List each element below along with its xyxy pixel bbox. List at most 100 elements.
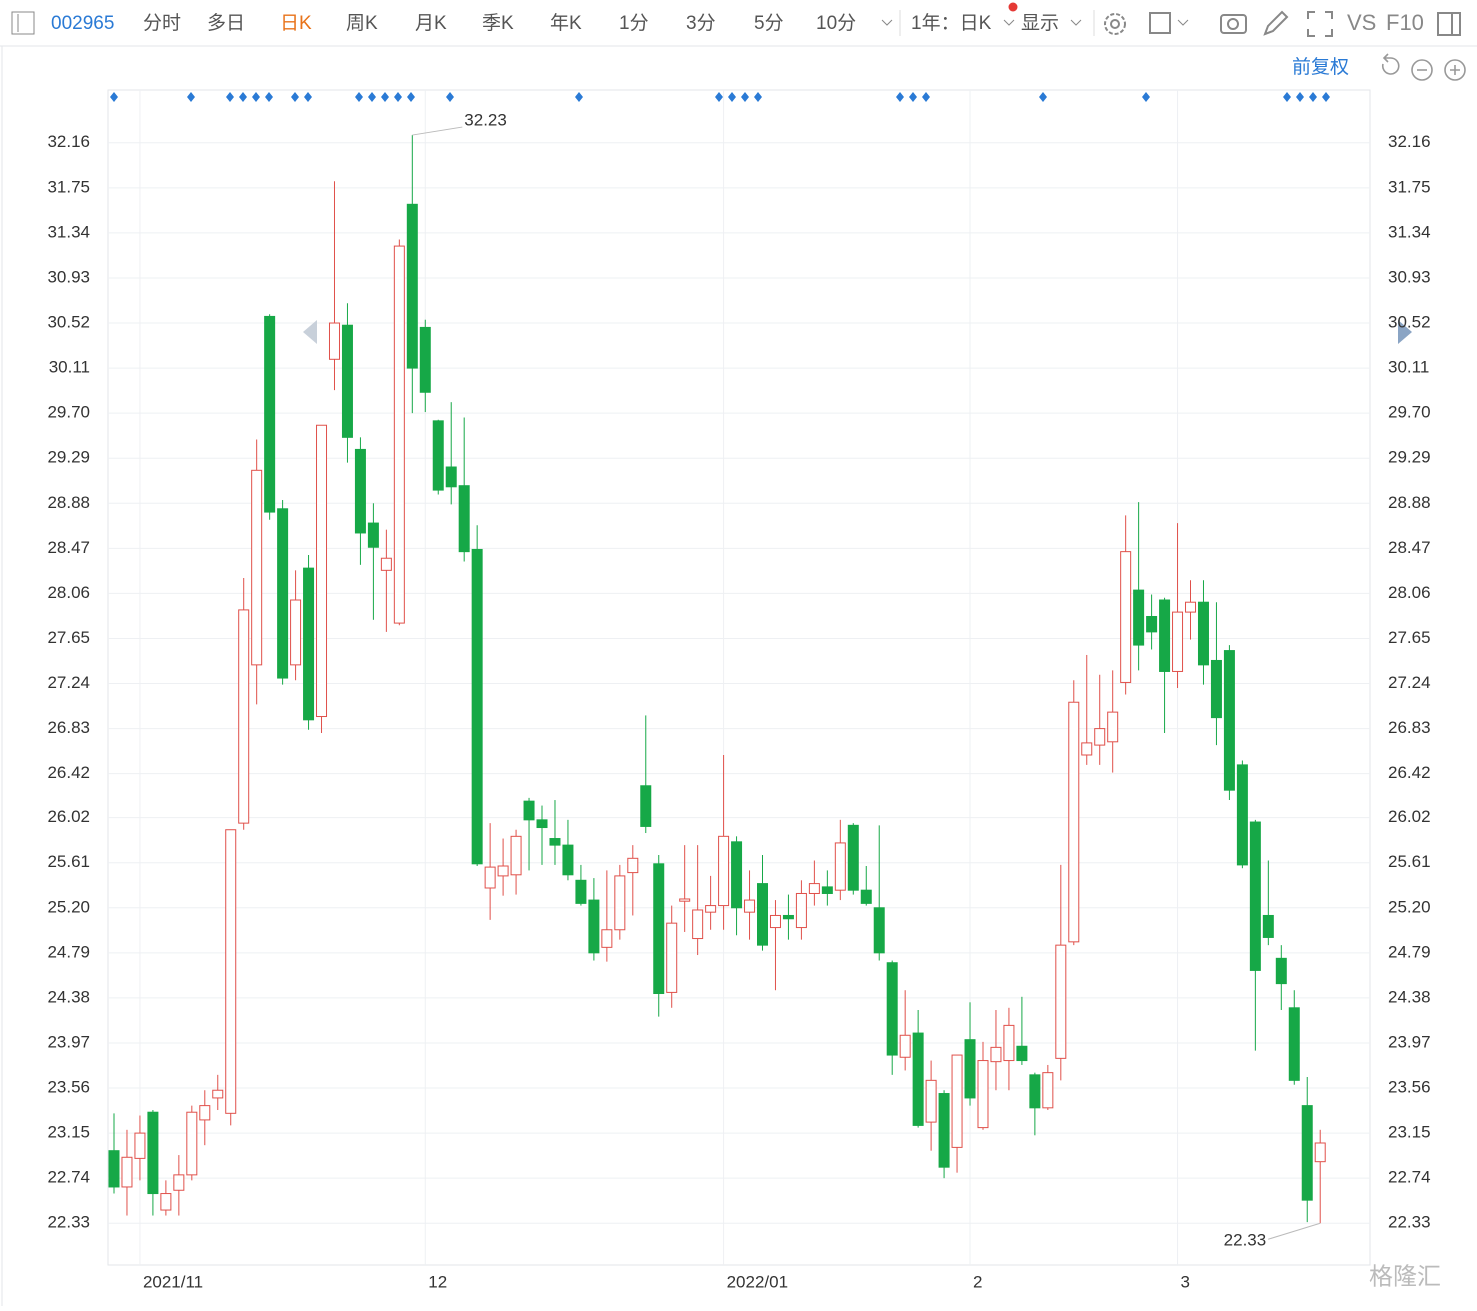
- candle-body: [406, 203, 418, 369]
- candle-body: [899, 1034, 911, 1058]
- tab[interactable]: 日K: [280, 13, 312, 34]
- tab[interactable]: 10分: [816, 12, 856, 34]
- candle-body: [873, 907, 885, 954]
- event-marker[interactable]: [575, 92, 583, 102]
- fullscreen-icon[interactable]: [1307, 11, 1333, 37]
- zoom-in[interactable]: [1444, 59, 1466, 81]
- adjust-mode[interactable]: 前复权: [1292, 56, 1349, 78]
- event-marker[interactable]: [896, 92, 904, 102]
- candle-body: [1003, 1024, 1015, 1062]
- x-tick-label: 2021/11: [143, 1272, 203, 1291]
- camera-icon[interactable]: [1220, 14, 1247, 34]
- y-tick-label: 24.38: [47, 987, 90, 1006]
- candle-body: [1042, 1072, 1054, 1109]
- stock-code[interactable]: 002965: [51, 13, 114, 34]
- event-marker[interactable]: [1322, 92, 1330, 102]
- event-marker[interactable]: [265, 92, 273, 102]
- tab[interactable]: 周K: [346, 13, 378, 34]
- event-marker[interactable]: [394, 92, 402, 102]
- undo-icon[interactable]: [1381, 53, 1400, 75]
- event-marker[interactable]: [728, 92, 736, 102]
- sidebar-toggle[interactable]: [11, 11, 35, 35]
- y-tick-label-right: 29.70: [1388, 403, 1431, 422]
- tab[interactable]: 多日: [207, 12, 245, 34]
- candle-body: [1197, 601, 1209, 666]
- event-marker[interactable]: [1309, 92, 1317, 102]
- tab[interactable]: 季K: [482, 12, 514, 34]
- y-tick-label-right: 22.33: [1388, 1213, 1431, 1232]
- y-tick-label-right: 28.47: [1388, 538, 1431, 557]
- event-marker[interactable]: [1283, 92, 1291, 102]
- scroll-right[interactable]: [1398, 320, 1412, 344]
- candle-body: [640, 785, 652, 827]
- tab[interactable]: 1分: [619, 12, 649, 34]
- y-tick-label-right: 22.74: [1388, 1168, 1431, 1187]
- tab[interactable]: 年K: [550, 12, 582, 34]
- tab[interactable]: 3分: [686, 12, 716, 34]
- watermark: 格隆汇: [1369, 1263, 1441, 1290]
- candle-body: [912, 1032, 924, 1126]
- tab[interactable]: 5分: [754, 12, 784, 34]
- event-marker[interactable]: [226, 92, 234, 102]
- candle-body: [484, 866, 496, 889]
- candles: [108, 135, 1326, 1224]
- candle-body: [121, 1156, 133, 1188]
- event-marker[interactable]: [715, 92, 723, 102]
- candle-body: [1120, 551, 1132, 683]
- y-tick-label-right: 28.88: [1388, 493, 1431, 512]
- plot-frame: [107, 89, 1371, 1266]
- candle-body: [367, 522, 379, 548]
- event-marker[interactable]: [252, 92, 260, 102]
- event-marker[interactable]: [239, 92, 247, 102]
- tab[interactable]: 月K: [415, 13, 447, 34]
- event-marker[interactable]: [1296, 92, 1304, 102]
- settings-icon[interactable]: [1104, 13, 1126, 35]
- layout-icon[interactable]: [1149, 12, 1171, 34]
- candle-body: [251, 469, 263, 666]
- candle-body: [1275, 957, 1287, 985]
- event-marker[interactable]: [187, 92, 195, 102]
- toolbar: [0, 0, 1477, 46]
- candle-body: [1068, 701, 1080, 943]
- event-marker[interactable]: [1142, 92, 1150, 102]
- x-tick-label: 12: [428, 1272, 447, 1291]
- y-tick-label: 28.88: [47, 493, 90, 512]
- event-marker[interactable]: [741, 92, 749, 102]
- event-marker[interactable]: [407, 92, 415, 102]
- event-marker[interactable]: [1039, 92, 1047, 102]
- y-tick-label-right: 27.65: [1388, 628, 1431, 647]
- event-marker[interactable]: [909, 92, 917, 102]
- candle-body: [238, 609, 250, 824]
- event-marker[interactable]: [446, 92, 454, 102]
- event-marker[interactable]: [304, 92, 312, 102]
- y-tick-label-right: 26.02: [1388, 807, 1431, 826]
- event-marker[interactable]: [381, 92, 389, 102]
- candle-body: [614, 875, 626, 931]
- event-marker[interactable]: [291, 92, 299, 102]
- vs-button[interactable]: VS: [1347, 10, 1376, 35]
- event-marker[interactable]: [754, 92, 762, 102]
- draw-icon[interactable]: [1263, 10, 1289, 36]
- candle-body: [419, 326, 431, 393]
- candle-body: [316, 424, 328, 718]
- y-tick-label-right: 23.15: [1388, 1123, 1431, 1142]
- scroll-left[interactable]: [303, 320, 317, 344]
- y-tick-label-right: 32.16: [1388, 132, 1431, 151]
- candle-body: [1159, 599, 1171, 672]
- event-marker[interactable]: [355, 92, 363, 102]
- f10-button[interactable]: F10: [1386, 10, 1424, 35]
- display-select[interactable]: 显示: [1021, 13, 1059, 34]
- candle-body: [1146, 615, 1158, 633]
- event-marker[interactable]: [922, 92, 930, 102]
- event-marker[interactable]: [110, 92, 118, 102]
- y-tick-label-right: 26.83: [1388, 718, 1431, 737]
- y-tick-label-right: 28.06: [1388, 583, 1431, 602]
- candle-body: [834, 842, 846, 891]
- zoom-out[interactable]: [1411, 59, 1433, 81]
- panel-toggle[interactable]: [1437, 12, 1461, 36]
- tab[interactable]: 分时: [143, 12, 181, 34]
- period-select[interactable]: 1年：日K: [911, 12, 992, 34]
- candle-body: [549, 838, 561, 846]
- event-marker[interactable]: [368, 92, 376, 102]
